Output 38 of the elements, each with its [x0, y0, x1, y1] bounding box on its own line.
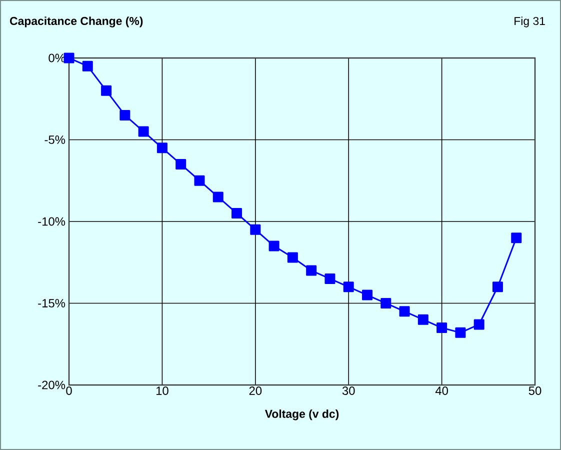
point: [268, 240, 280, 252]
point: [492, 282, 503, 292]
point: [232, 208, 242, 219]
point: [64, 52, 74, 64]
point: [176, 159, 186, 170]
point: [455, 327, 466, 338]
point: [343, 282, 354, 292]
point: [82, 60, 93, 72]
point: [324, 273, 336, 284]
y-tick-label: -15%: [38, 299, 66, 308]
x-axis-title: Voltage (v dc): [264, 410, 339, 420]
point: [362, 290, 372, 300]
y-tick-label: -20%: [38, 380, 66, 390]
point: [511, 232, 522, 244]
point: [101, 85, 112, 96]
point: [212, 192, 224, 202]
point: [306, 265, 317, 276]
point: [380, 298, 392, 308]
point: [138, 126, 149, 137]
x-tick-label: 10: [156, 386, 168, 395]
point: [287, 252, 298, 263]
point: [436, 322, 448, 334]
x-tick-label: 40: [435, 386, 448, 395]
x-tick-label: 50: [528, 386, 542, 395]
point: [120, 110, 130, 120]
x-tick-label: 30: [342, 386, 355, 395]
point: [418, 314, 428, 325]
y-axis-title: Capacitance Change (%): [10, 16, 143, 28]
x-tick-label: 20: [249, 386, 262, 395]
y-tick-label: -5%: [44, 136, 66, 144]
point: [194, 175, 205, 186]
y-tick-label: -10%: [38, 217, 66, 226]
caption: Fig 31: [514, 16, 545, 28]
point: [399, 306, 410, 317]
x-tick-label: 0: [66, 386, 72, 395]
point: [156, 142, 168, 154]
point: [250, 224, 261, 235]
point: [474, 319, 484, 330]
